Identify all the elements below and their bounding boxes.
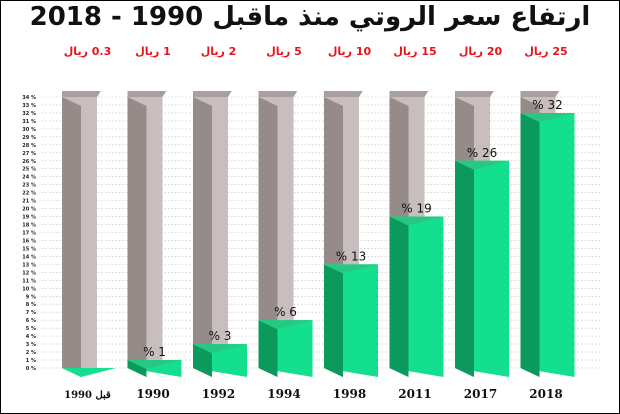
bar-value-label: % 13	[336, 249, 367, 263]
y-tick-label: 33 %	[22, 103, 36, 109]
bar-group: % 19 15 ريال	[389, 45, 444, 377]
bar-fill-top	[258, 320, 313, 330]
y-tick-label: 30 %	[22, 127, 36, 133]
x-tick-label: 1992	[202, 387, 235, 401]
bar-empty-top	[389, 91, 429, 97]
bar-price-label: 20 ريال	[459, 45, 503, 58]
bar-value-label: % 26	[467, 146, 498, 160]
y-tick-label: 13 %	[22, 262, 36, 268]
bar-value-label: % 19	[401, 202, 432, 216]
y-tick-label: 2 %	[26, 350, 36, 356]
grid-layer	[42, 96, 602, 369]
y-tick-label: 12 %	[22, 270, 36, 276]
bar-empty-side	[193, 97, 212, 377]
bar-value-label: % 6	[274, 305, 297, 319]
y-tick-label: 23 %	[22, 183, 36, 189]
y-tick-label: 28 %	[22, 143, 36, 149]
bar-price-label: 1 ريال	[135, 45, 171, 58]
y-tick-label: 5 %	[26, 326, 36, 332]
bar-empty-top	[520, 91, 560, 97]
bar-value-label: % 3	[209, 329, 232, 343]
y-tick-label: 15 %	[22, 246, 36, 252]
bar-fill-top	[455, 160, 509, 170]
bar-group: % 3 2 ريال	[193, 45, 247, 377]
bar-empty-top	[193, 91, 232, 97]
bar-price-label: 25 ريال	[524, 45, 567, 58]
bar-price-label: 2 ريال	[201, 45, 237, 58]
y-tick-label: 25 %	[22, 167, 36, 173]
y-tick-label: 32 %	[22, 111, 36, 117]
bar-empty-side	[258, 97, 278, 377]
bar-group: % 26 20 ريال	[455, 45, 509, 377]
y-tick-label: 6 %	[26, 318, 36, 324]
y-axis-ticks: 0 % 1 % 2 % 3 % 4 % 5 % 6 % 7 % 8 % 9 % 10 % 11 % 12…	[22, 95, 36, 372]
y-tick-label: 0 %	[26, 366, 36, 372]
y-tick-label: 27 %	[22, 151, 36, 157]
y-tick-label: 19 %	[22, 215, 36, 221]
y-tick-label: 26 %	[22, 159, 36, 165]
bar-fill-side	[127, 360, 147, 377]
bar-empty-top	[127, 91, 167, 97]
y-tick-label: 22 %	[22, 191, 36, 197]
bar-fill-side	[258, 320, 278, 377]
bar-group: % 6 5 ريال	[258, 45, 313, 377]
y-tick-label: 11 %	[22, 278, 36, 284]
bar-empty-top	[258, 91, 298, 97]
y-tick-label: 7 %	[26, 310, 36, 316]
chart-title: ارتفاع سعر الروتي منذ ماقبل 1990 - 2018	[29, 2, 591, 32]
bar-fill-top	[62, 368, 116, 377]
bar-empty-side	[127, 97, 147, 377]
y-tick-label: 24 %	[22, 175, 36, 181]
bar-fill-side	[520, 112, 540, 378]
bar-empty-top	[455, 91, 494, 97]
y-tick-label: 1 %	[26, 358, 36, 364]
bar-fill-side	[389, 216, 409, 377]
y-tick-label: 29 %	[22, 135, 36, 141]
bar-fill-side	[324, 264, 343, 377]
x-tick-label: قبل 1990	[64, 390, 111, 401]
y-tick-label: 4 %	[26, 334, 36, 340]
x-tick-label: 1998	[333, 387, 366, 401]
y-tick-label: 9 %	[26, 294, 36, 300]
bar-empty-top	[324, 91, 363, 97]
bar-price-label: 15 ريال	[393, 45, 436, 58]
y-tick-label: 31 %	[22, 119, 36, 125]
bar-price-label: 10 ريال	[328, 45, 372, 58]
y-tick-label: 20 %	[22, 207, 36, 213]
y-tick-label: 8 %	[26, 302, 36, 308]
x-axis-ticks: قبل 1990 1990 1992 1994 1998 2011 2017 2018	[64, 387, 563, 401]
x-tick-label: 2017	[464, 387, 497, 401]
bar-group: % 32 25 ريال	[520, 45, 575, 378]
y-tick-label: 34 %	[22, 95, 36, 101]
bar-price-label: 5 ريال	[266, 45, 302, 58]
bar-fill-top	[193, 344, 247, 354]
y-tick-label: 18 %	[22, 223, 36, 229]
bar-value-label: % 1	[143, 345, 166, 359]
bar-fill-top	[389, 216, 444, 226]
bar-value-label: % 32	[532, 98, 563, 112]
bar-fill-top	[127, 360, 182, 370]
bars: 0.3 ريال % 1 1 ريال % 3 2 ريال % 6 5 ريال % 13 1…	[62, 45, 575, 378]
y-tick-label: 17 %	[22, 231, 36, 237]
bar-group: % 1 1 ريال	[127, 45, 182, 377]
x-tick-label: 2011	[398, 387, 431, 401]
bar-fill-side	[455, 160, 474, 377]
bar-price-label: 0.3 ريال	[64, 45, 111, 58]
y-tick-label: 21 %	[22, 199, 36, 205]
y-tick-label: 10 %	[22, 286, 36, 292]
bar-empty-top	[62, 91, 101, 97]
x-tick-label: 1990	[136, 387, 169, 401]
x-tick-label: 2018	[529, 387, 562, 401]
bar-fill-side	[193, 344, 212, 377]
x-tick-label: 1994	[267, 387, 300, 401]
bar-fill-top	[520, 112, 575, 122]
y-tick-label: 14 %	[22, 254, 36, 260]
y-tick-label: 16 %	[22, 238, 36, 244]
bar-group: % 13 10 ريال	[324, 45, 378, 377]
bar-fill-top	[324, 264, 378, 274]
bar-group: 0.3 ريال	[62, 45, 116, 377]
bar-empty-side	[62, 97, 81, 377]
y-tick-label: 3 %	[26, 342, 36, 348]
